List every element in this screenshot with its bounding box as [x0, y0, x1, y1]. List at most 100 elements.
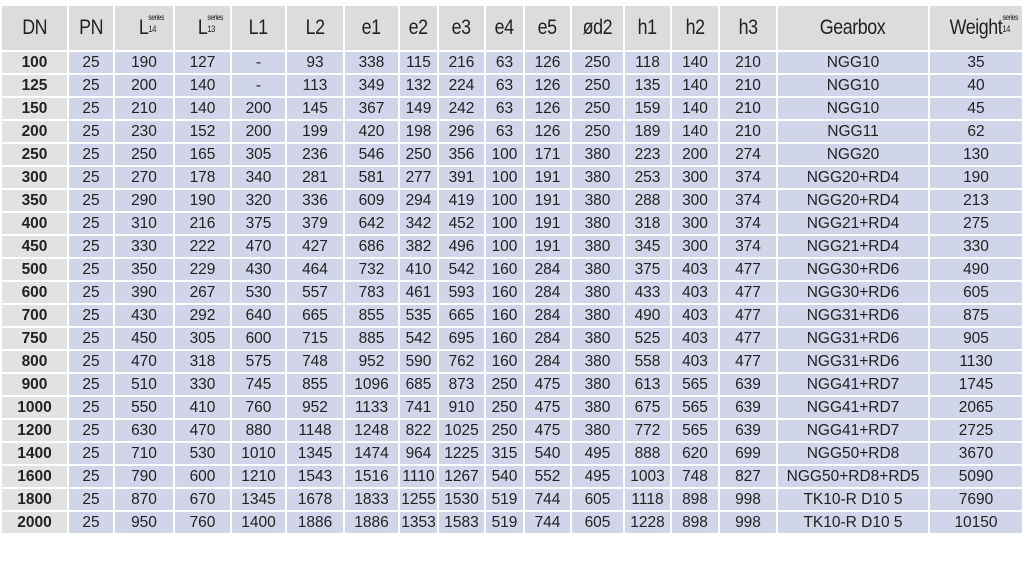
header-text: e2 — [408, 16, 428, 39]
table-cell: 470 — [113, 349, 175, 374]
table-cell: 715 — [285, 326, 345, 351]
table-cell: 216 — [437, 50, 486, 75]
table-cell: 25 — [67, 50, 115, 75]
table-cell: 140 — [173, 96, 232, 121]
table-cell: 600 — [173, 464, 232, 489]
table-cell: 475 — [523, 372, 572, 397]
table-cell: 772 — [623, 418, 672, 443]
table-cell: 783 — [343, 280, 400, 305]
table-cell: 135 — [623, 73, 672, 98]
table-cell: 1025 — [437, 418, 486, 443]
table-cell: 403 — [670, 257, 720, 282]
table-cell: 403 — [670, 303, 720, 328]
table-cell: 200 — [113, 73, 175, 98]
table-cell: 25 — [67, 211, 115, 236]
table-cell: 427 — [285, 234, 345, 259]
table-cell: 10150 — [928, 510, 1022, 535]
table-cell: 305 — [173, 326, 232, 351]
table-cell: 1228 — [623, 510, 672, 535]
table-cell: 191 — [523, 211, 572, 236]
table-cell: 25 — [67, 165, 115, 190]
table-cell: 130 — [928, 142, 1022, 167]
table-cell: 126 — [523, 50, 572, 75]
table-cell: NGG10 — [776, 50, 930, 75]
table-cell: 2065 — [928, 395, 1022, 420]
table-cell: 2725 — [928, 418, 1022, 443]
table-cell: 140 — [670, 119, 720, 144]
table-cell: NGG21+RD4 — [776, 211, 930, 236]
table-cell: 605 — [928, 280, 1022, 305]
table-cell: 320 — [230, 188, 287, 213]
dn-cell: 1800 — [0, 487, 69, 512]
table-cell: 530 — [173, 441, 232, 466]
table-cell: 375 — [230, 211, 287, 236]
table-cell: 590 — [398, 349, 439, 374]
table-cell: 140 — [173, 73, 232, 98]
dn-cell: 400 — [0, 211, 69, 236]
table-cell: 964 — [398, 441, 439, 466]
table-cell: 880 — [230, 418, 287, 443]
table-cell: 1530 — [437, 487, 486, 512]
table-cell: 93 — [285, 50, 345, 75]
table-cell: 642 — [343, 211, 400, 236]
table-cell: 222 — [173, 234, 232, 259]
table-cell: 25 — [67, 234, 115, 259]
table-cell: 100 — [484, 234, 525, 259]
table-cell: 665 — [437, 303, 486, 328]
table-cell: 145 — [285, 96, 345, 121]
table-cell: 686 — [343, 234, 400, 259]
table-cell: 288 — [623, 188, 672, 213]
table-row: 500 25 350 229 430 464 732 410 542 160 284 380 375 40… — [0, 257, 1022, 282]
dn-cell: 350 — [0, 188, 69, 213]
dn-cell: 100 — [0, 50, 69, 75]
table-cell: 25 — [67, 303, 115, 328]
header-label: h2 — [685, 16, 704, 40]
header-label: e2 — [409, 16, 428, 40]
table-cell: 300 — [670, 211, 720, 236]
table-cell: 300 — [670, 188, 720, 213]
table-cell: 63 — [484, 96, 525, 121]
header-label: e4 — [495, 16, 514, 40]
table-cell: 898 — [670, 510, 720, 535]
table-cell: 1210 — [230, 464, 287, 489]
table-cell: 477 — [718, 326, 778, 351]
table-cell: 126 — [523, 73, 572, 98]
table-cell: 379 — [285, 211, 345, 236]
table-cell: 640 — [230, 303, 287, 328]
table-row: 400 25 310 216 375 379 642 342 452 100 191 380 318 30… — [0, 211, 1022, 236]
table-cell: 565 — [670, 418, 720, 443]
table-cell: 1148 — [285, 418, 345, 443]
header-text: h2 — [685, 16, 705, 39]
table-cell: 452 — [437, 211, 486, 236]
header-subscript: 14 — [1002, 24, 1010, 34]
table-cell: NGG20 — [776, 142, 930, 167]
table-cell: 210 — [718, 119, 778, 144]
header-text: e3 — [451, 16, 471, 39]
table-cell: 338 — [343, 50, 400, 75]
table-cell: 340 — [230, 165, 287, 190]
header-text: L2 — [305, 16, 325, 39]
header-label: PN — [79, 16, 103, 40]
table-cell: 200 — [230, 119, 287, 144]
table-cell: 342 — [398, 211, 439, 236]
table-cell: 575 — [230, 349, 287, 374]
table-cell: - — [230, 50, 287, 75]
table-cell: 1248 — [343, 418, 400, 443]
table-cell: 998 — [718, 510, 778, 535]
dn-cell: 600 — [0, 280, 69, 305]
table-cell: 744 — [523, 487, 572, 512]
table-cell: 274 — [718, 142, 778, 167]
table-cell: 450 — [113, 326, 175, 351]
table-cell: 670 — [173, 487, 232, 512]
header-label: h3 — [738, 16, 757, 40]
header-text: L1 — [248, 16, 268, 39]
table-cell: 210 — [718, 96, 778, 121]
table-cell: 330 — [928, 234, 1022, 259]
table-cell: 374 — [718, 234, 778, 259]
table-cell: TK10-R D10 5 — [776, 487, 930, 512]
table-cell: 242 — [437, 96, 486, 121]
table-cell: 403 — [670, 326, 720, 351]
table-cell: 115 — [398, 50, 439, 75]
table-cell: 318 — [173, 349, 232, 374]
